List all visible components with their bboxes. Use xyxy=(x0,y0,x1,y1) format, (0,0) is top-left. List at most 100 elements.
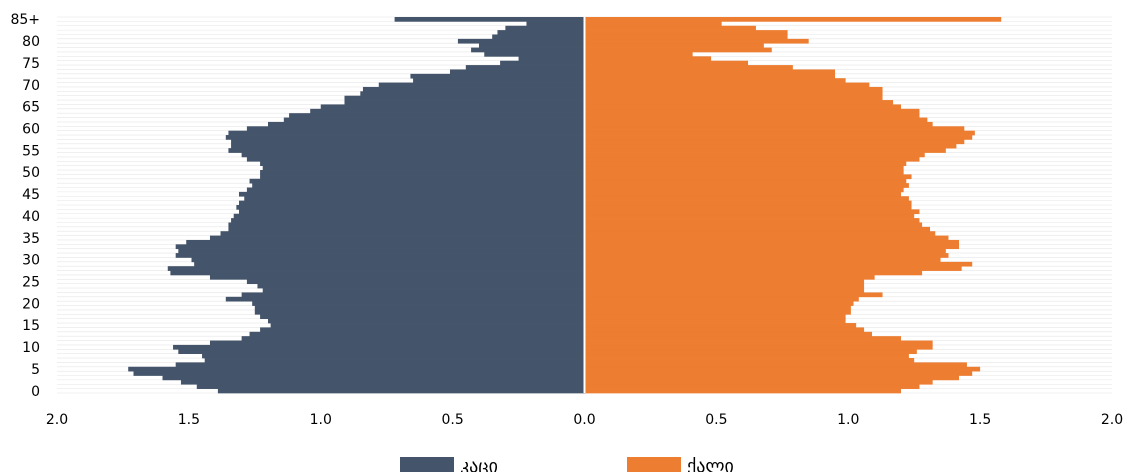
bar-male-5 xyxy=(128,366,585,372)
bar-female-55 xyxy=(584,148,946,153)
bar-male-78 xyxy=(471,47,585,53)
bar-female-13 xyxy=(584,331,872,337)
bar-male-8 xyxy=(202,353,585,359)
bar-female-84 xyxy=(584,21,722,27)
bar-female-64 xyxy=(584,108,920,114)
bar-female-12 xyxy=(584,336,901,341)
bar-female-19 xyxy=(584,305,851,311)
legend: კაცი ქალი xyxy=(400,456,734,472)
bar-female-46 xyxy=(584,187,904,193)
bar-female-60 xyxy=(584,126,965,132)
bar-female-36 xyxy=(584,231,936,236)
bar-female-21 xyxy=(584,296,859,302)
bar-male-21 xyxy=(225,296,585,302)
bar-female-66 xyxy=(584,100,894,105)
bar-male-52 xyxy=(260,161,585,167)
bar-male-81 xyxy=(492,34,585,40)
bar-male-73 xyxy=(449,69,585,75)
bar-female-41 xyxy=(584,209,920,215)
bar-male-79 xyxy=(479,43,585,48)
bar-female-73 xyxy=(584,69,836,75)
bar-female-54 xyxy=(584,152,925,158)
y-tick-label: 75 xyxy=(22,56,40,72)
bar-female-77 xyxy=(584,51,693,57)
bar-female-62 xyxy=(584,117,928,123)
bar-female-61 xyxy=(584,121,933,127)
bar-male-45 xyxy=(238,191,585,197)
bar-male-0 xyxy=(217,388,585,394)
x-tick-label: 1.5 xyxy=(178,412,200,428)
x-tick-label: 1.0 xyxy=(837,412,859,428)
bar-male-28 xyxy=(167,266,585,271)
male-bars xyxy=(128,17,585,394)
bar-female-71 xyxy=(584,78,846,83)
x-tick-label: 0.5 xyxy=(705,412,727,428)
bar-female-29 xyxy=(584,261,973,267)
bar-female-9 xyxy=(584,349,917,355)
bar-male-38 xyxy=(228,222,585,228)
bar-female-10 xyxy=(584,344,933,350)
bar-female-68 xyxy=(584,91,883,97)
bar-female-16 xyxy=(584,318,846,324)
bar-female-32 xyxy=(584,248,946,254)
x-tick-label: 2.0 xyxy=(1101,412,1123,428)
bar-male-22 xyxy=(241,292,585,298)
bar-male-62 xyxy=(283,117,585,123)
bar-male-71 xyxy=(413,78,585,83)
bar-male-40 xyxy=(233,213,585,219)
y-axis: 0 5 10 15 20 25 30 35 40 45 50 55 60 65 70 75 80 85+ xyxy=(10,12,40,400)
bar-female-26 xyxy=(584,274,875,280)
bar-male-82 xyxy=(497,30,585,35)
bar-male-74 xyxy=(465,65,585,70)
bar-female-47 xyxy=(584,183,909,188)
bar-female-50 xyxy=(584,170,904,175)
bar-female-53 xyxy=(584,156,920,162)
bar-female-14 xyxy=(584,327,865,333)
bar-male-11 xyxy=(209,340,585,346)
bar-male-19 xyxy=(254,305,585,311)
bar-female-51 xyxy=(584,165,904,171)
bar-female-33 xyxy=(584,244,960,250)
bar-male-77 xyxy=(484,51,585,57)
bar-female-80 xyxy=(584,38,809,44)
bar-female-4 xyxy=(584,371,973,376)
bar-male-12 xyxy=(241,336,585,341)
bar-male-31 xyxy=(175,253,585,258)
x-tick-label: 1.5 xyxy=(969,412,991,428)
bar-female-34 xyxy=(584,239,960,245)
bar-male-33 xyxy=(175,244,585,250)
bar-female-43 xyxy=(584,200,912,206)
bar-female-0 xyxy=(584,388,901,394)
bar-female-27 xyxy=(584,270,923,276)
bar-male-46 xyxy=(246,187,585,193)
bar-male-23 xyxy=(262,288,585,293)
bar-female-72 xyxy=(584,73,836,79)
bar-female-82 xyxy=(584,30,788,35)
bar-female-81 xyxy=(584,34,788,40)
bar-male-24 xyxy=(257,283,585,289)
x-tick-label: 2.0 xyxy=(46,412,68,428)
y-tick-label: 5 xyxy=(31,362,40,378)
y-tick-label: 40 xyxy=(22,209,40,225)
bar-male-69 xyxy=(362,86,585,92)
bar-female-58 xyxy=(584,135,973,140)
legend-label-female: ქალი xyxy=(687,456,734,472)
bar-female-40 xyxy=(584,213,915,219)
bar-male-67 xyxy=(344,95,585,101)
bar-female-38 xyxy=(584,222,923,228)
bar-male-10 xyxy=(173,344,585,350)
bar-female-69 xyxy=(584,86,883,92)
y-tick-label: 45 xyxy=(22,187,40,203)
bar-female-65 xyxy=(584,104,901,110)
bar-female-42 xyxy=(584,205,912,210)
bar-male-9 xyxy=(178,349,585,355)
bar-male-32 xyxy=(178,248,585,254)
bar-male-26 xyxy=(209,274,585,280)
bar-female-20 xyxy=(584,301,854,306)
bar-male-4 xyxy=(133,371,585,376)
bar-male-53 xyxy=(246,156,585,162)
bar-male-57 xyxy=(231,139,585,145)
bar-female-78 xyxy=(584,47,772,53)
bar-male-68 xyxy=(360,91,585,97)
